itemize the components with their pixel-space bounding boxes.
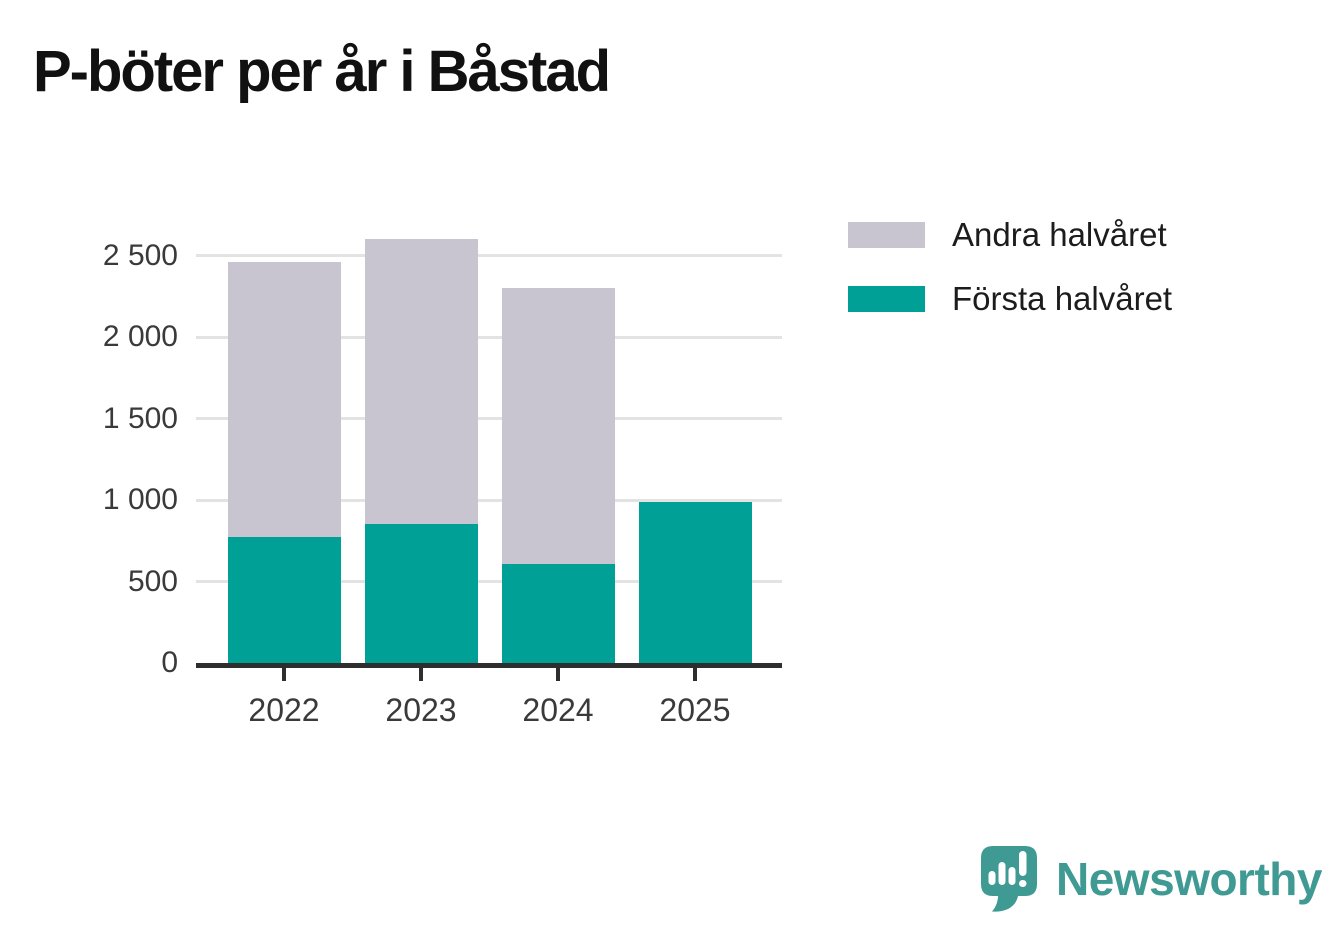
y-axis-tick-label: 1 500 [102,401,178,435]
y-gridline [196,254,782,257]
y-gridline [196,580,782,583]
bar-segment-forsta-halvaret [501,563,615,663]
x-axis-line [196,663,782,668]
x-axis-tick [282,667,286,681]
y-axis-tick-label: 500 [127,564,178,598]
chart-title: P-böter per år i Båstad [33,39,611,104]
newsworthy-branding: Newsworthy [980,845,1322,913]
bar-segment-andra-halvaret [227,262,341,538]
legend-item-andra-halvaret: Andra halvåret [848,218,1172,251]
legend-swatch-forsta-halvaret [848,285,925,312]
y-axis-tick-label: 0 [161,646,178,679]
x-axis-tick-label: 2023 [385,692,457,728]
y-axis-tick-label: 2 000 [102,320,178,353]
bar-segment-andra-halvaret [364,239,478,525]
bar-segment-andra-halvaret [501,288,615,564]
x-axis-tick [556,667,560,681]
legend-label-forsta-halvaret: Första halvåret [952,280,1173,317]
legend-label-andra-halvaret: Andra halvåret [952,216,1167,253]
y-gridline [196,335,782,339]
x-axis-tick-label: 2022 [248,692,320,728]
legend-swatch-andra-halvaret [848,221,925,248]
x-axis-tick [419,667,423,681]
newsworthy-logo-icon [981,846,1037,912]
y-gridline [196,417,782,420]
x-axis-tick-label: 2024 [522,692,594,728]
bar-segment-forsta-halvaret [364,524,478,663]
x-axis-tick-label: 2025 [659,692,731,728]
newsworthy-logo-text: Newsworthy [1056,853,1322,905]
bar-segment-forsta-halvaret [638,501,752,663]
legend-item-forsta-halvaret: Första halvåret [848,282,1172,315]
bar-segment-forsta-halvaret [227,537,341,663]
y-axis-tick-label: 1 000 [102,483,178,516]
y-axis-tick-label: 2 500 [102,238,178,272]
legend: Andra halvåret Första halvåret [848,218,1172,315]
y-gridline [196,498,782,502]
x-axis-tick [693,667,697,681]
